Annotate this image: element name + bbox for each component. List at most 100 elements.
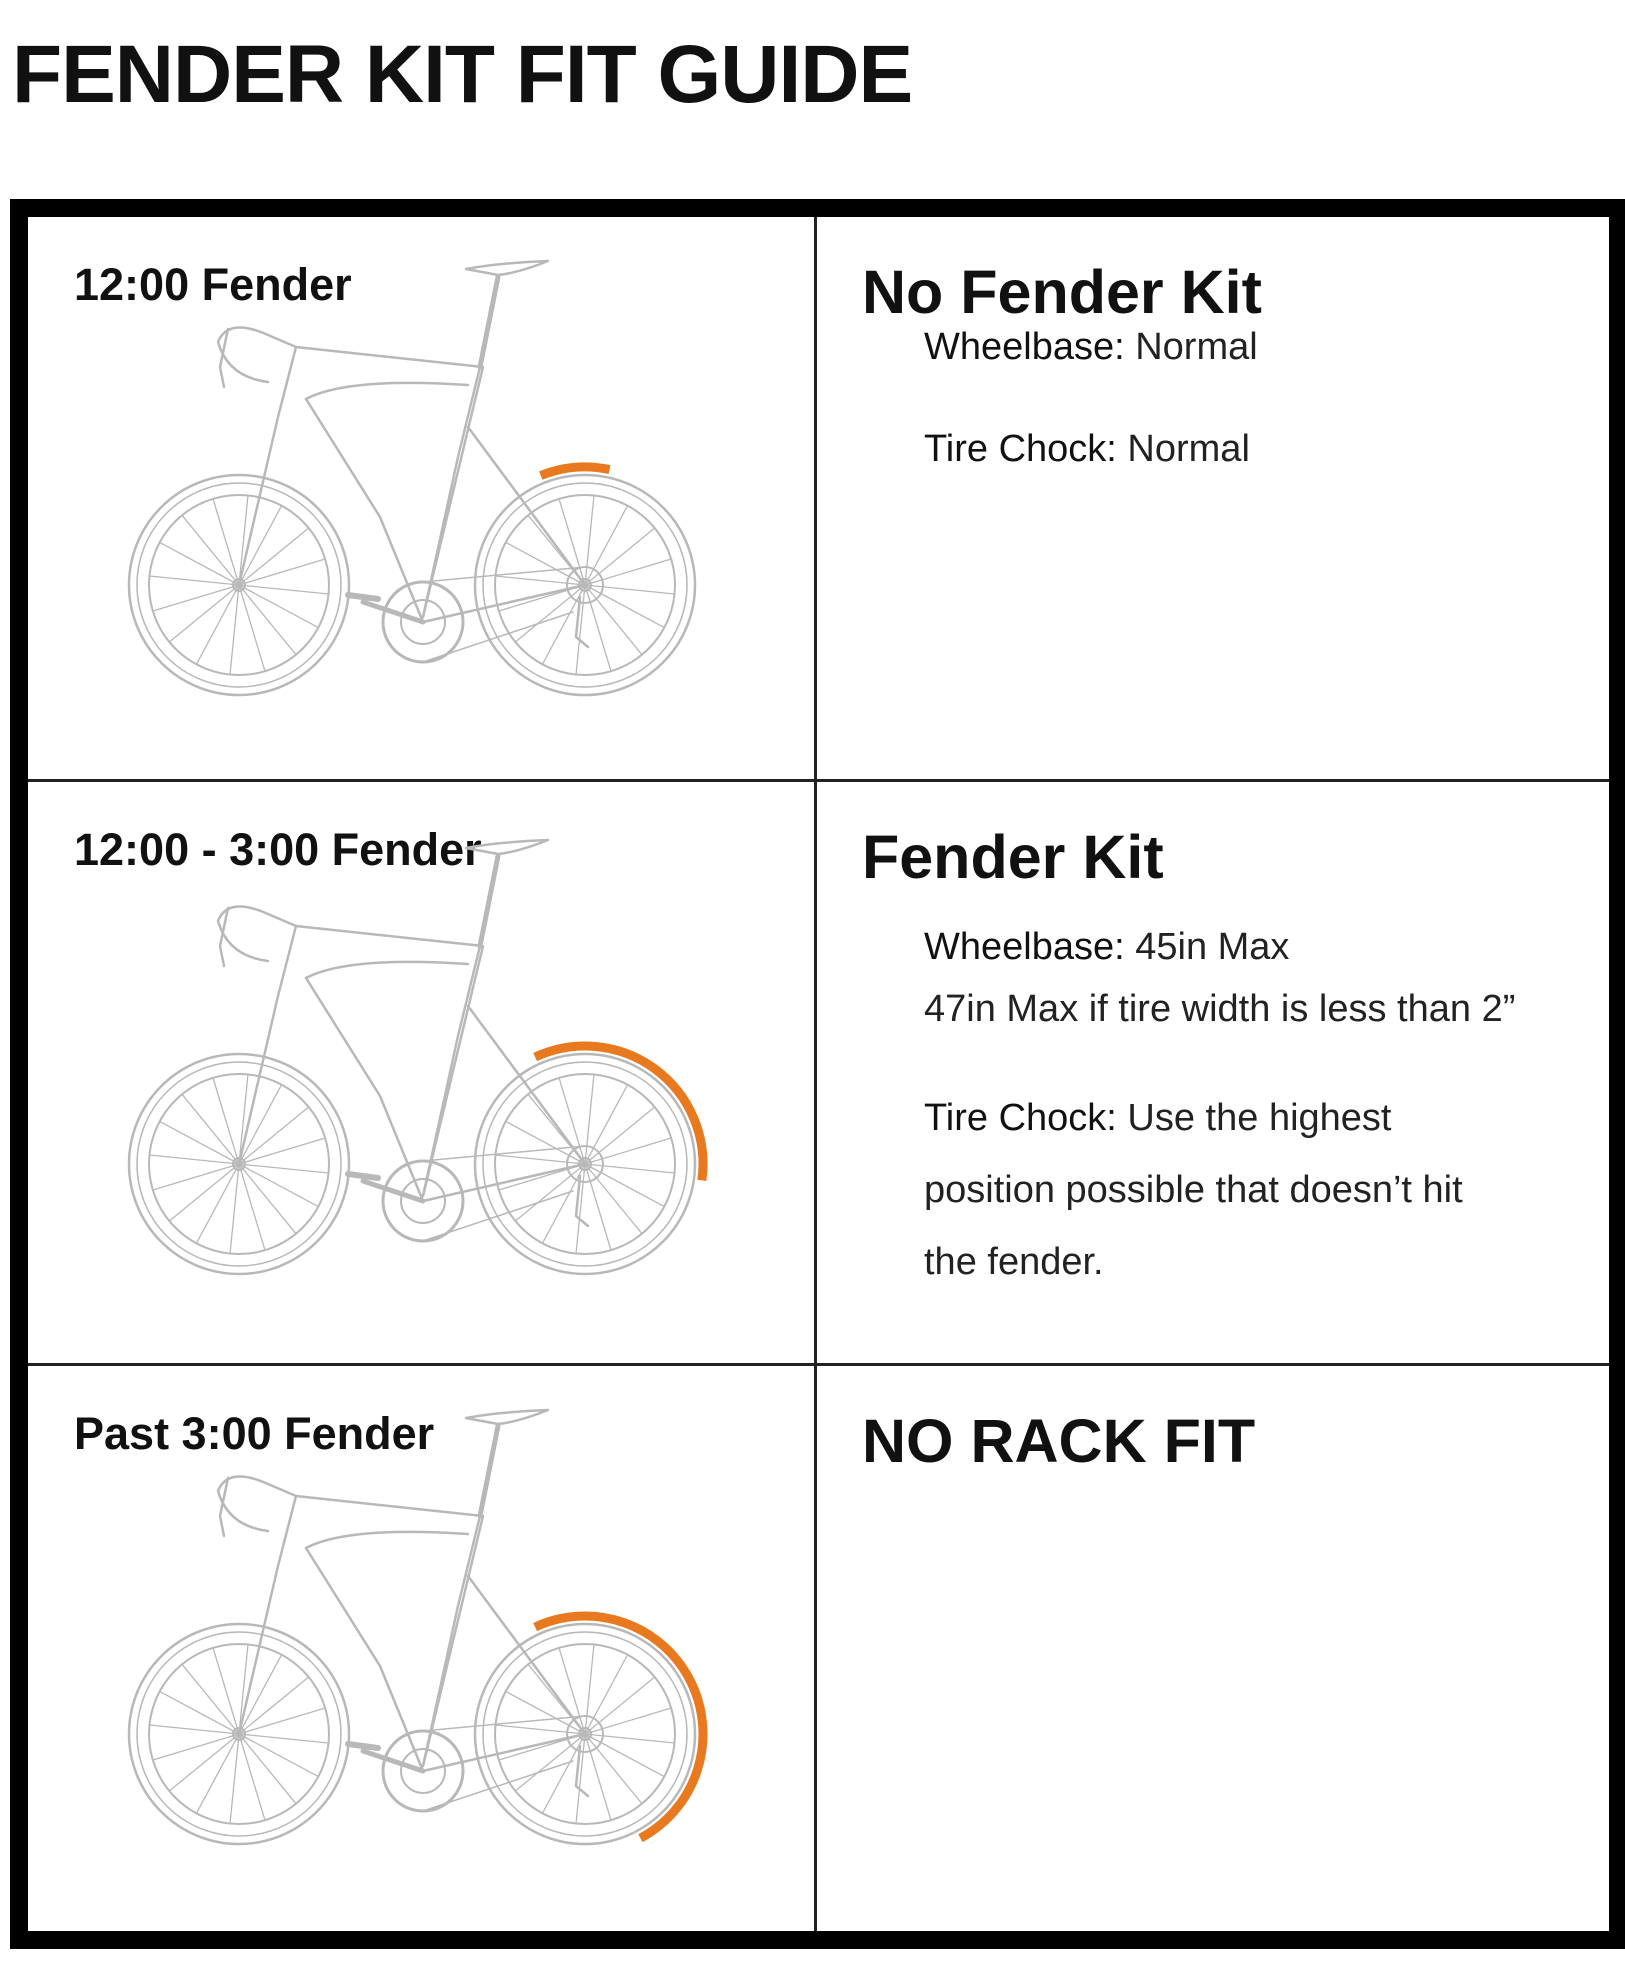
front-wheel-spoke — [159, 541, 240, 586]
front-wheel-spoke — [229, 584, 240, 675]
rear-wheel-spoke — [584, 1163, 612, 1251]
top-tube — [294, 924, 485, 1198]
rear-wheel-spoke — [584, 1163, 665, 1208]
fender-cell-past-3: Past 3:00 Fender — [28, 1366, 817, 1931]
seat-stay — [466, 425, 587, 587]
fender — [533, 1611, 708, 1843]
front-wheel-tire — [127, 1622, 351, 1846]
rear-wheel-rim — [494, 1643, 676, 1825]
rear-wheel-tire — [473, 1052, 697, 1276]
front-wheel-tire — [127, 1052, 351, 1276]
handlebar — [216, 905, 298, 963]
front-wheel-spoke — [238, 1707, 326, 1735]
rear-wheel-spoke — [495, 1724, 586, 1735]
seat-post — [477, 853, 501, 949]
tire-chock-label: Tire Chock: — [924, 1097, 1117, 1139]
fender-cell-12-3: 12:00 - 3:00 Fender — [28, 782, 817, 1366]
pedal — [345, 592, 381, 602]
seat-post — [477, 274, 501, 370]
fork — [237, 345, 298, 587]
front-wheel-spoke — [195, 1733, 240, 1814]
chain — [422, 1145, 586, 1242]
tire-chock-value: Use the highest — [1127, 1097, 1392, 1139]
crank-arm — [360, 1178, 426, 1204]
seat-tube-shape — [421, 944, 482, 1198]
saddle — [464, 1408, 550, 1426]
down-tube — [304, 397, 425, 624]
rear-wheel-spoke — [505, 1690, 586, 1735]
cassette — [566, 566, 604, 604]
front-wheel-spoke — [159, 1690, 240, 1735]
front-wheel-spoke — [238, 1106, 310, 1165]
chain — [422, 566, 586, 663]
rear-wheel-spoke — [558, 498, 586, 586]
brake-lever — [218, 1476, 230, 1538]
rear-wheel-rim — [494, 494, 676, 676]
rear-wheel-spoke — [505, 541, 586, 586]
kit-cell-fender-kit: Fender Kit Wheelbase: 45in Max 47in Max … — [817, 782, 1609, 1366]
front-wheel-spoke — [238, 1733, 319, 1778]
front-wheel-rim — [148, 494, 330, 676]
kit-cell-no-rack-fit: NO RACK FIT — [817, 1366, 1609, 1931]
rear-wheel-spoke — [584, 558, 672, 586]
rear-wheel-spoke — [584, 527, 656, 586]
rear-wheel-hub — [578, 1727, 592, 1741]
front-wheel-spoke — [238, 584, 329, 595]
rear-wheel-spoke — [584, 1163, 643, 1235]
bike-illustration — [127, 838, 708, 1276]
wheelbase-value: 45in Max — [1135, 926, 1290, 968]
rear-wheel-spoke — [584, 1163, 675, 1174]
front-wheel-spoke — [181, 514, 240, 586]
page-title: FENDER KIT FIT GUIDE — [12, 29, 913, 120]
front-wheel-spoke — [238, 558, 326, 586]
front-wheel-rim-outer — [136, 1631, 342, 1837]
front-wheel-spoke — [238, 1084, 283, 1165]
rear-wheel-hub — [578, 1157, 592, 1171]
rear-wheel-spoke — [558, 1647, 586, 1735]
fender — [533, 1041, 708, 1182]
bike-illustration — [127, 1408, 708, 1846]
rear-wheel-spoke — [584, 1733, 675, 1744]
front-wheel-rim — [148, 1073, 330, 1255]
seat-stay — [466, 1004, 587, 1166]
saddle — [464, 259, 550, 277]
derailleur — [574, 1744, 590, 1798]
wheelbase-label: Wheelbase: — [924, 926, 1125, 968]
down-tube — [304, 1546, 425, 1773]
tire-chock-value: the fender. — [924, 1241, 1104, 1283]
front-wheel-spoke — [168, 1733, 240, 1792]
rear-wheel-spoke — [584, 1074, 595, 1165]
handlebar — [216, 1475, 298, 1533]
rear-wheel-spoke — [575, 1733, 586, 1824]
front-wheel-spoke — [238, 1074, 249, 1165]
front-wheel-rim — [148, 1643, 330, 1825]
frame-inner — [304, 960, 470, 980]
fork — [237, 1494, 298, 1736]
top-tube — [294, 345, 485, 619]
front-wheel-spoke — [152, 1733, 240, 1761]
brake-lever — [218, 906, 230, 968]
chain-stay — [421, 1162, 587, 1203]
seat-post — [477, 1423, 501, 1519]
rear-wheel-spoke — [584, 1733, 612, 1821]
cassette — [566, 1145, 604, 1183]
rear-wheel-spoke — [558, 1077, 586, 1165]
fender-cell-12: 12:00 Fender — [28, 217, 817, 782]
front-wheel-spoke — [212, 1647, 240, 1735]
front-wheel-spoke — [168, 1163, 240, 1222]
rear-wheel-spoke — [584, 1733, 643, 1805]
rear-wheel-spoke — [541, 1163, 586, 1244]
down-tube — [304, 976, 425, 1203]
rear-wheel-rim-outer — [482, 1061, 688, 1267]
bike-illustration — [127, 259, 697, 697]
front-wheel-spoke — [238, 584, 297, 656]
front-wheel-spoke — [238, 1163, 329, 1174]
rear-wheel-spoke — [584, 495, 595, 586]
front-wheel-spoke — [149, 575, 240, 586]
rear-wheel-spoke — [584, 1676, 656, 1735]
derailleur — [574, 1174, 590, 1228]
front-wheel-rim-outer — [136, 482, 342, 688]
front-wheel-spoke — [195, 584, 240, 665]
rear-wheel-rim — [494, 1073, 676, 1255]
front-wheel-spoke — [195, 1163, 240, 1244]
